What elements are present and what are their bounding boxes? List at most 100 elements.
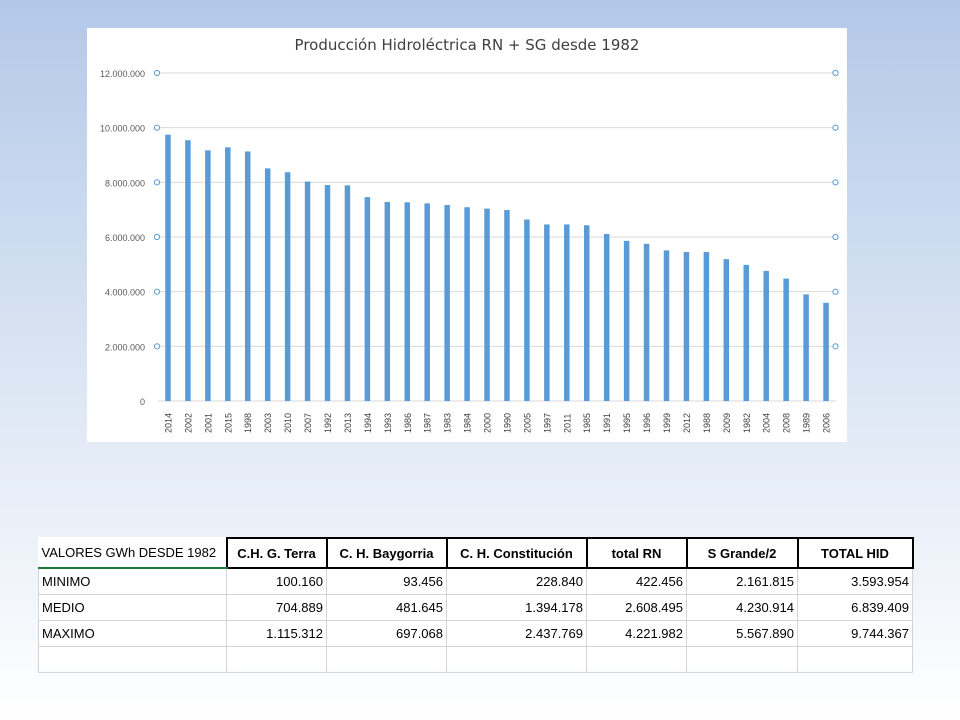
table-cell[interactable] — [797, 646, 913, 673]
header-cell[interactable]: TOTAL HID — [796, 537, 914, 569]
table-cell[interactable] — [446, 646, 587, 673]
x-tick-label: 1994 — [363, 413, 373, 433]
x-tick-label: 1984 — [463, 413, 473, 433]
row-label[interactable]: MEDIO — [38, 594, 227, 621]
table-cell[interactable]: 2.437.769 — [446, 620, 587, 647]
x-tick-label: 1991 — [602, 413, 612, 433]
table-cell[interactable]: 100.160 — [226, 567, 327, 595]
x-tick-label: 2008 — [782, 413, 792, 433]
x-tick-label: 1993 — [383, 413, 393, 433]
table-header-row: VALORES GWh DESDE 1982 C.H. G. Terra C. … — [38, 537, 914, 569]
x-tick-label: 2001 — [203, 413, 213, 433]
row-label[interactable]: MAXIMO — [38, 620, 227, 647]
table-cell[interactable]: 4.221.982 — [586, 620, 687, 647]
table-cell[interactable] — [686, 646, 798, 673]
y-tick-label: 12.000.000 — [100, 69, 145, 79]
table-cell[interactable]: 93.456 — [326, 567, 447, 595]
table-cell[interactable]: 6.839.409 — [797, 594, 913, 621]
x-tick-label: 2007 — [303, 413, 313, 433]
y-tick-label: 0 — [140, 397, 145, 407]
x-tick-label: 1983 — [443, 413, 453, 433]
bar — [783, 278, 789, 401]
y-tick-label: 8.000.000 — [105, 178, 145, 188]
x-tick-label: 2004 — [762, 413, 772, 433]
bar — [564, 224, 570, 401]
header-cell[interactable]: S Grande/2 — [685, 537, 799, 569]
table-cell[interactable]: 1.394.178 — [446, 594, 587, 621]
y-tick-label: 4.000.000 — [105, 288, 145, 298]
bar — [683, 252, 690, 401]
x-tick-label: 2013 — [343, 413, 353, 433]
bar — [364, 197, 371, 401]
grid-marker-right — [832, 288, 839, 295]
x-tick-label: 2006 — [822, 413, 832, 433]
header-cell[interactable]: C. H. Baygorria — [325, 537, 448, 569]
table-cell[interactable]: 2.161.815 — [686, 567, 798, 595]
grid-marker-left — [153, 343, 161, 350]
chart-title: Producción Hidroléctrica RN + SG desde 1… — [294, 36, 640, 54]
summary-table: VALORES GWh DESDE 1982 C.H. G. Terra C. … — [38, 537, 914, 673]
bar — [583, 225, 590, 401]
grid-marker-left — [153, 288, 161, 295]
x-tick-label: 1998 — [243, 413, 253, 433]
y-tick-label: 2.000.000 — [105, 342, 145, 352]
x-tick-label: 2014 — [163, 413, 173, 433]
x-tick-label: 1982 — [742, 413, 752, 433]
table-cell[interactable] — [326, 646, 447, 673]
table-cell[interactable]: 422.456 — [586, 567, 687, 595]
x-tick-label: 1986 — [403, 413, 413, 433]
y-tick-label: 6.000.000 — [105, 233, 145, 243]
bar — [663, 250, 670, 401]
header-cell[interactable]: C.H. G. Terra — [225, 537, 328, 569]
table-cell[interactable]: 4.230.914 — [686, 594, 798, 621]
bar — [244, 151, 251, 401]
table-cell[interactable]: 9.744.367 — [797, 620, 913, 647]
table-cell[interactable]: 1.115.312 — [226, 620, 327, 647]
x-tick-label: 2009 — [722, 413, 732, 433]
x-tick-label: 2010 — [283, 413, 293, 433]
x-tick-label: 1997 — [542, 413, 552, 433]
bar — [643, 243, 650, 401]
bar — [504, 209, 510, 401]
x-tick-label: 1995 — [622, 413, 632, 433]
x-tick-label: 1987 — [423, 413, 433, 433]
x-tick-label: 1988 — [702, 413, 712, 433]
grid-marker-left — [153, 69, 161, 77]
header-cell[interactable]: total RN — [585, 537, 688, 569]
grid-marker-right — [832, 124, 839, 131]
bar — [464, 207, 470, 401]
bar — [743, 264, 750, 401]
bar — [344, 185, 351, 401]
x-tick-label: 2000 — [483, 413, 493, 433]
grid-marker-right — [832, 179, 839, 186]
bar — [185, 140, 191, 401]
bar — [404, 202, 411, 401]
bar — [823, 302, 829, 401]
x-tick-label: 2003 — [263, 413, 273, 433]
table-cell[interactable] — [38, 646, 227, 673]
table-cell[interactable]: 704.889 — [226, 594, 327, 621]
bar — [225, 147, 231, 401]
row-label[interactable]: MINIMO — [38, 567, 227, 595]
grid-marker-right — [832, 343, 839, 350]
table-cell[interactable]: 2.608.495 — [586, 594, 687, 621]
x-tick-label: 2011 — [562, 414, 572, 433]
table-cell[interactable] — [586, 646, 687, 673]
table-cell[interactable] — [226, 646, 327, 673]
bar — [205, 150, 211, 401]
bar — [384, 202, 391, 401]
table-cell[interactable]: 228.840 — [446, 567, 587, 595]
header-cell[interactable]: C. H. Constitución — [445, 537, 588, 569]
header-cell[interactable]: VALORES GWh DESDE 1982 — [38, 538, 227, 569]
grid-marker-right — [832, 69, 839, 77]
bar — [304, 181, 311, 401]
bar — [544, 224, 550, 401]
bar-chart: 0 2.000.000 4.000.000 6.000.000 8.000.000 10.… — [100, 69, 839, 433]
table-cell[interactable]: 481.645 — [326, 594, 447, 621]
table-cell[interactable]: 697.068 — [326, 620, 447, 647]
table-cell[interactable]: 5.567.890 — [686, 620, 798, 647]
bar — [524, 219, 530, 401]
x-tick-label: 1992 — [323, 413, 333, 433]
table-cell[interactable]: 3.593.954 — [797, 567, 913, 595]
x-tick-label: 1990 — [502, 413, 512, 433]
